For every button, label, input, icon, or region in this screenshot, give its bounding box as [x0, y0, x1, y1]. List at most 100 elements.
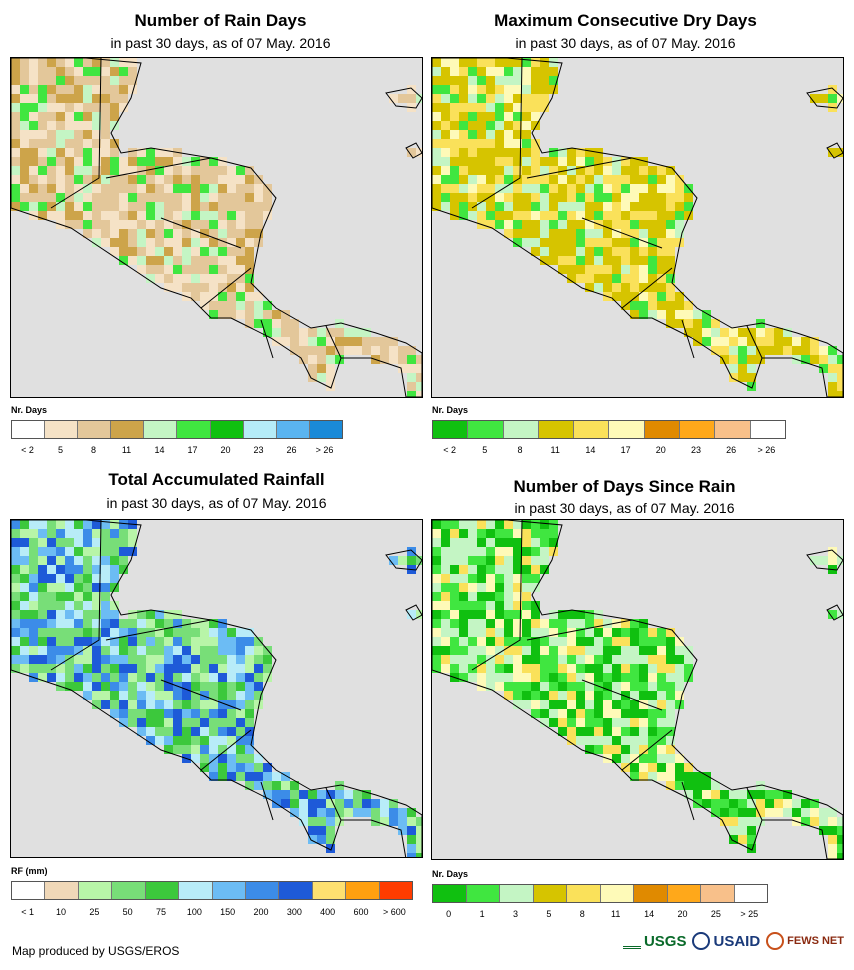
map-cell: [236, 664, 245, 673]
legend-title: RF (mm): [11, 866, 48, 876]
map-cell: [92, 619, 101, 628]
map-cell: [245, 628, 254, 637]
map-cell: [209, 310, 218, 319]
map-cell: [92, 655, 101, 664]
map-cell: [227, 175, 236, 184]
map-cell: [810, 799, 819, 808]
map-cell: [182, 202, 191, 211]
map-cell: [738, 799, 747, 808]
map-cell: [11, 601, 20, 610]
map-cell: [101, 664, 110, 673]
legend-tick-label: 26: [726, 445, 737, 455]
map-cell: [128, 184, 137, 193]
map-cell: [612, 175, 621, 184]
map-cell: [666, 655, 675, 664]
map-cell: [20, 619, 29, 628]
map-cell: [459, 574, 468, 583]
map-cell: [362, 808, 371, 817]
map-cell: [110, 628, 119, 637]
map-cell: [209, 637, 218, 646]
map-cell: [236, 637, 245, 646]
map-cell: [119, 628, 128, 637]
map-cell: [101, 175, 110, 184]
map-cell: [675, 682, 684, 691]
map-cell: [389, 337, 398, 346]
map-cell: [576, 256, 585, 265]
map-cell: [218, 772, 227, 781]
map-cell: [720, 817, 729, 826]
map-cell: [173, 157, 182, 166]
map-cell: [729, 799, 738, 808]
map-cell: [398, 346, 407, 355]
map-cell: [531, 229, 540, 238]
map-cell: [20, 565, 29, 574]
map-cell: [666, 763, 675, 772]
map-cell: [164, 682, 173, 691]
map-cell: [308, 835, 317, 844]
map-cell: [416, 853, 422, 857]
map-cell: [567, 673, 576, 682]
map-grid: [432, 520, 843, 859]
map-cell: [209, 718, 218, 727]
usaid-seal-icon: [692, 932, 711, 950]
map-cell: [459, 520, 468, 529]
map-cell: [65, 85, 74, 94]
map-cell: [486, 646, 495, 655]
map-cell: [675, 238, 684, 247]
map-cell: [128, 547, 137, 556]
map-cell: [468, 520, 477, 529]
map-cell: [20, 148, 29, 157]
map-cell: [504, 538, 513, 547]
map-cell: [119, 67, 128, 76]
map-cell: [504, 682, 513, 691]
map-cell: [20, 628, 29, 637]
map-cell: [245, 238, 254, 247]
map-cell: [398, 826, 407, 835]
map-cell: [119, 256, 128, 265]
map-cell: [495, 67, 504, 76]
map-cell: [594, 709, 603, 718]
map-cell: [558, 202, 567, 211]
map-cell: [729, 346, 738, 355]
map-cell: [819, 817, 828, 826]
map-cell: [594, 229, 603, 238]
map-cell: [20, 184, 29, 193]
map-cell: [522, 211, 531, 220]
map-cell: [522, 655, 531, 664]
map-cell: [407, 844, 416, 853]
map-cell: [522, 529, 531, 538]
map-cell: [648, 727, 657, 736]
map-cell: [119, 691, 128, 700]
map-cell: [236, 628, 245, 637]
map-cell: [218, 745, 227, 754]
map-cell: [101, 529, 110, 538]
map-cell: [675, 184, 684, 193]
map-cell: [245, 691, 254, 700]
map-cell: [65, 76, 74, 85]
map-cell: [450, 583, 459, 592]
map-cell: [326, 808, 335, 817]
panel-title: Maximum Consecutive Dry Days: [494, 11, 757, 30]
map-cell: [720, 346, 729, 355]
legend-tick-label: > 600: [382, 907, 406, 917]
map-cell: [11, 58, 20, 67]
country-border: [621, 729, 673, 771]
map-cell: [74, 637, 83, 646]
map-cell: [648, 745, 657, 754]
map-cell: [486, 211, 495, 220]
map-cell: [416, 610, 422, 619]
map-cell: [317, 355, 326, 364]
map-cell: [101, 220, 110, 229]
map-cell: [20, 121, 29, 130]
map-cell: [101, 121, 110, 130]
map-cell: [837, 556, 843, 565]
map-cell: [290, 781, 299, 790]
map-cell: [101, 646, 110, 655]
map-cell: [549, 538, 558, 547]
map-cell: [218, 619, 227, 628]
map-cell: [146, 247, 155, 256]
map-cell: [218, 727, 227, 736]
map-cell: [407, 808, 416, 817]
map-cell: [56, 538, 65, 547]
map-cell: [164, 175, 173, 184]
